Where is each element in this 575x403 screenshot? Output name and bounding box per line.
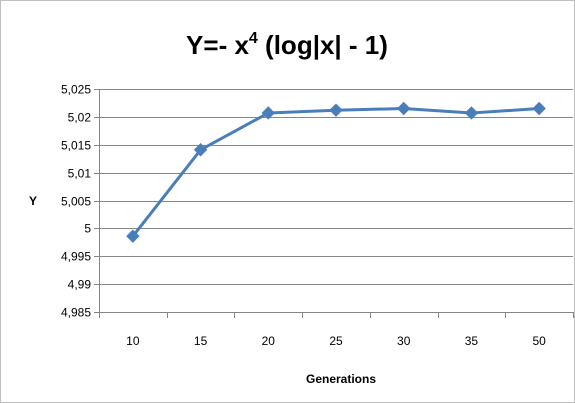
data-point-marker [464, 106, 479, 120]
y-tick-label: 5,015 [61, 139, 91, 153]
y-tick-label: 4,99 [68, 278, 92, 292]
x-tick-label: 10 [126, 334, 140, 348]
data-point-marker [532, 101, 546, 116]
data-point-marker [397, 101, 411, 116]
x-tick-label: 20 [262, 334, 276, 348]
y-axis-title: Y [29, 194, 37, 208]
data-point-marker [126, 229, 140, 243]
data-point-marker [193, 143, 208, 157]
y-tick-label: 4,995 [61, 250, 91, 264]
x-tick-label: 35 [465, 334, 479, 348]
y-tick-label: 5,005 [61, 195, 91, 209]
series-line [131, 107, 540, 238]
chart-title-rest: (log|x| - 1) [258, 30, 388, 60]
x-tick-label: 25 [329, 334, 343, 348]
x-tick-label: 50 [532, 334, 546, 348]
data-point-marker [261, 106, 275, 120]
y-tick-label: 4,985 [61, 306, 91, 320]
x-tick-label: 15 [194, 334, 208, 348]
plot-area: 4,985 4,99 4,995 5 5,005 5,01 5,015 5,02 5,025 10… [61, 83, 574, 348]
chart-title: Y=- x4 (log|x| - 1) [186, 30, 388, 60]
data-point-marker [329, 103, 343, 117]
y-tick-label: 5 [84, 222, 91, 236]
y-tick-label: 5,01 [68, 167, 92, 181]
y-tick-label: 5,02 [68, 111, 92, 125]
x-axis-title: Generations [306, 372, 376, 386]
x-tick-label: 30 [397, 334, 411, 348]
y-tick-label: 5,025 [61, 83, 91, 97]
chart-title-superscript: 4 [249, 30, 258, 47]
